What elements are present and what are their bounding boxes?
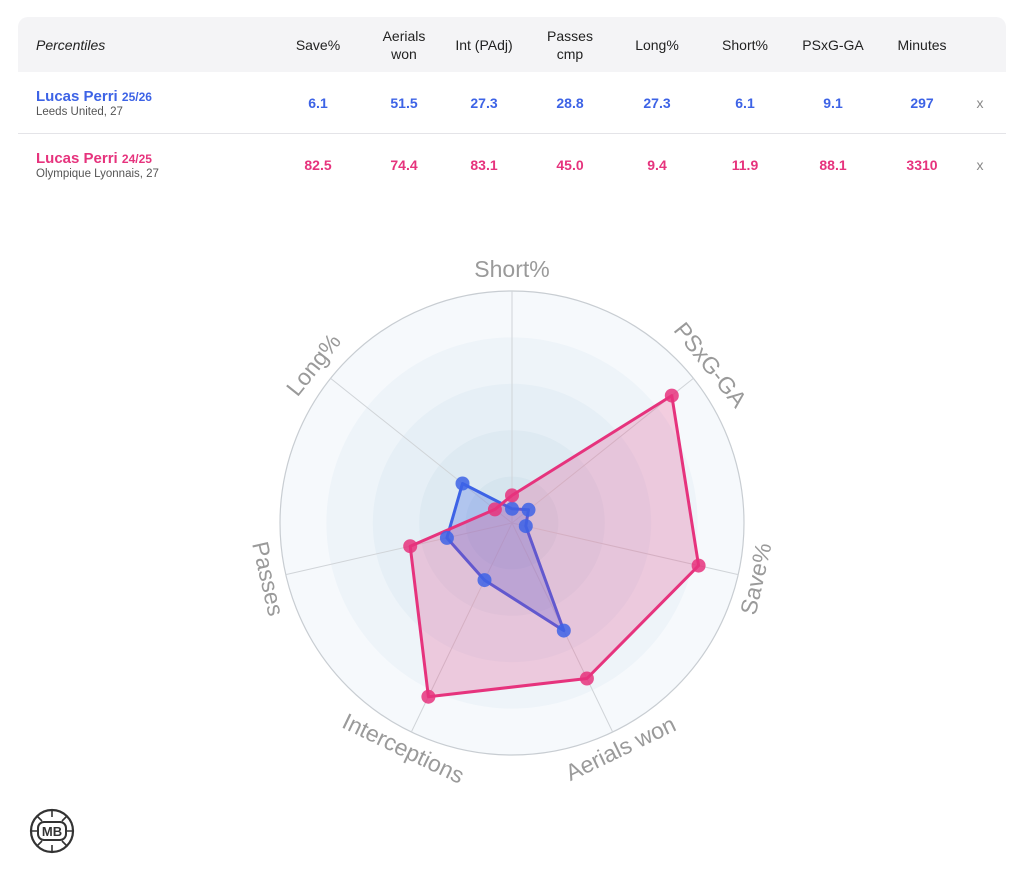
player-name-text: Lucas Perri	[36, 150, 118, 167]
radar-point	[455, 476, 470, 491]
value-save-pct: 6.1	[308, 94, 328, 111]
radar-point	[664, 388, 679, 403]
percentile-table: Percentiles Save% Aerials won Int (PAdj)…	[18, 17, 1006, 195]
header-aerials-won: Aerials won	[382, 27, 426, 62]
value-short-pct: 6.1	[735, 94, 755, 111]
radar-point	[477, 573, 492, 588]
remove-player-button[interactable]: x	[976, 94, 984, 111]
value-passes-cmp: 45.0	[556, 156, 584, 173]
player-season: 24/25	[121, 152, 152, 166]
header-int-padj: Int (PAdj)	[455, 36, 513, 53]
value-aerials-won: 74.4	[390, 156, 418, 173]
radar-point	[579, 671, 594, 686]
value-short-pct: 11.9	[731, 156, 759, 173]
radar-spoke	[285, 522, 513, 576]
radar-point	[505, 488, 519, 503]
radar-point	[421, 689, 436, 704]
table-header: Percentiles Save% Aerials won Int (PAdj)…	[18, 17, 1006, 72]
player-team: Olympique Lyonnais, 27	[36, 168, 159, 180]
header-percentiles: Percentiles	[36, 36, 106, 53]
value-int-padj: 83.1	[470, 156, 498, 173]
value-psxg-ga: 88.1	[819, 156, 847, 173]
radar-axis-label: Short%	[474, 256, 549, 282]
header-psxg-ga: PSxG-GA	[802, 36, 864, 53]
radar-spoke	[330, 377, 513, 524]
value-passes-cmp: 28.8	[556, 94, 584, 111]
radar-point	[518, 519, 533, 534]
radar-point	[691, 558, 706, 573]
header-minutes: Minutes	[897, 36, 947, 53]
player-name-text: Lucas Perri	[36, 88, 118, 105]
radar-point	[521, 502, 536, 517]
mb-ball-logo-icon: MB	[29, 808, 75, 854]
value-long-pct: 27.3	[643, 94, 671, 111]
value-aerials-won: 51.5	[390, 94, 418, 111]
radar-point	[505, 501, 519, 516]
radar-point	[556, 623, 571, 638]
player-name: Lucas Perri 25/26	[36, 88, 152, 105]
value-minutes: 297	[910, 94, 934, 111]
header-long-pct: Long%	[635, 36, 679, 53]
remove-player-button[interactable]: x	[976, 156, 984, 173]
player-row-2: Lucas Perri 24/25 Olympique Lyonnais, 27…	[18, 134, 1006, 195]
logo-text: MB	[42, 824, 62, 839]
value-save-pct: 82.5	[304, 156, 332, 173]
radar-point	[403, 539, 418, 554]
player-team: Leeds United, 27	[36, 106, 123, 118]
value-minutes: 3310	[906, 156, 938, 173]
value-int-padj: 27.3	[470, 94, 498, 111]
header-passes-cmp: Passes cmp	[547, 27, 593, 62]
value-psxg-ga: 9.1	[823, 94, 843, 111]
header-save-pct: Save%	[295, 36, 341, 53]
radar-point	[487, 502, 502, 517]
player-name: Lucas Perri 24/25	[36, 150, 152, 167]
header-short-pct: Short%	[722, 36, 768, 53]
value-long-pct: 9.4	[647, 156, 667, 173]
player-season: 25/26	[121, 90, 152, 104]
radar-point	[439, 530, 454, 545]
player-row-1: Lucas Perri 25/26 Leeds United, 27 6.1 5…	[18, 72, 1006, 134]
radar-series-area	[408, 394, 701, 699]
